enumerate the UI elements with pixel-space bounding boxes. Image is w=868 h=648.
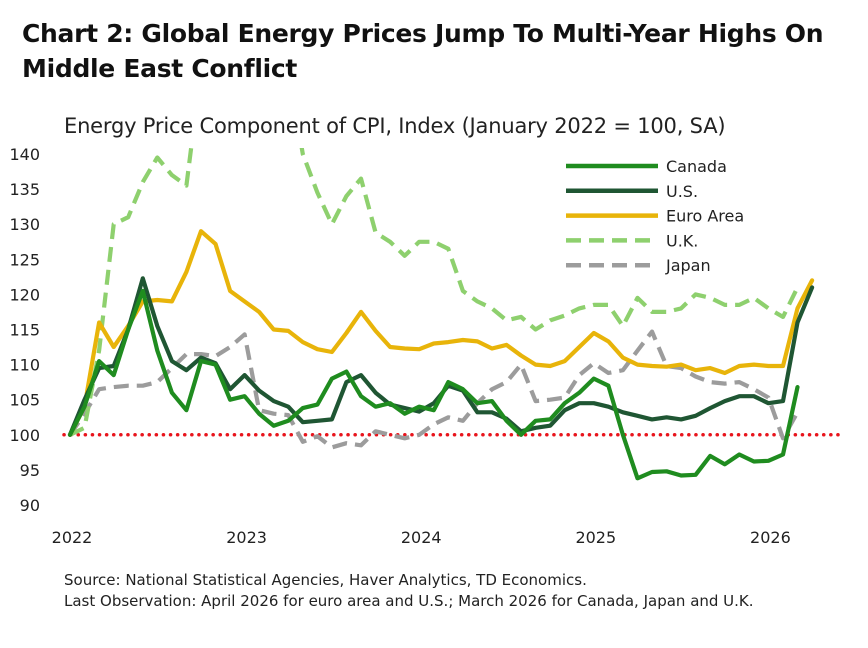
last-observation-note: Last Observation: April 2026 for euro ar… — [64, 592, 754, 610]
source-note: Source: National Statistical Agencies, H… — [64, 571, 587, 589]
legend-label: Canada — [666, 157, 727, 176]
series-line-canada — [67, 288, 800, 481]
legend-label: U.K. — [666, 231, 698, 250]
legend-label: Euro Area — [666, 207, 744, 226]
y-tick-label: 135 — [9, 180, 40, 199]
x-tick-label: 2025 — [575, 528, 616, 547]
y-tick-label: 120 — [9, 285, 40, 304]
series-line-u-k — [69, 148, 800, 437]
chart-axes: 90 95 100 105 110 115 120 125 130 135 140 2022 2023 2… — [9, 145, 790, 547]
legend-label: Japan — [665, 256, 711, 275]
y-tick-label: 140 — [9, 145, 40, 164]
y-tick-label: 130 — [9, 215, 40, 234]
x-tick-label: 2026 — [750, 528, 791, 547]
footer: Source: National Statistical Agencies, H… — [64, 570, 864, 612]
y-tick-label: 100 — [9, 426, 40, 445]
x-tick-label: 2022 — [52, 528, 93, 547]
y-tick-label: 105 — [9, 391, 40, 410]
series-line-japan — [68, 329, 800, 450]
y-tick-label: 125 — [9, 250, 40, 269]
y-tick-label: 95 — [20, 461, 40, 480]
chart-subtitle: Energy Price Component of CPI, Index (Ja… — [64, 114, 726, 138]
x-tick-label: 2023 — [226, 528, 267, 547]
legend-label: U.S. — [666, 182, 698, 201]
series-line-euro-area — [67, 229, 815, 437]
y-tick-label: 110 — [9, 356, 40, 375]
legend: Canada U.S. Euro Area U.K. Japan — [566, 157, 744, 275]
chart-title: Chart 2: Global Energy Prices Jump To Mu… — [22, 19, 824, 83]
x-tick-label: 2024 — [401, 528, 442, 547]
series-group — [67, 148, 815, 481]
y-tick-label: 90 — [20, 496, 40, 515]
y-tick-label: 115 — [9, 321, 40, 340]
